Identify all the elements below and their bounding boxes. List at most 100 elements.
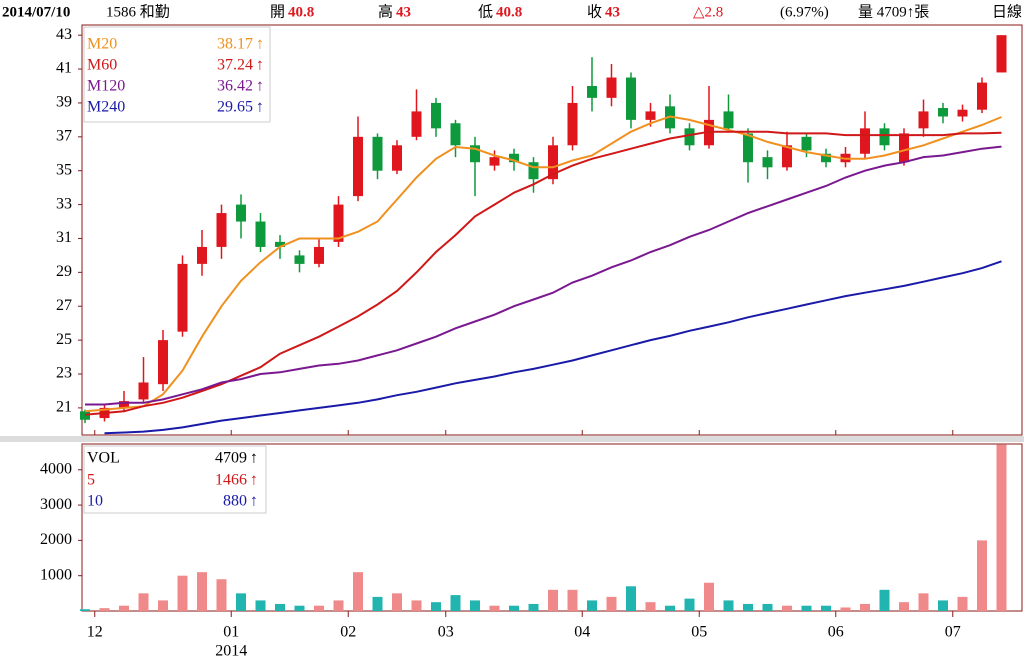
candle-body xyxy=(392,145,402,171)
volume-bar xyxy=(216,579,227,611)
y-tick-label: 25 xyxy=(56,331,72,348)
volume-bar xyxy=(353,572,363,611)
y-tick-label: 3000 xyxy=(40,496,72,513)
y-tick-label: 1000 xyxy=(40,566,72,583)
candle-body xyxy=(411,111,422,137)
volume-bar xyxy=(489,605,500,611)
candle-body xyxy=(606,77,617,98)
volume-bar xyxy=(470,600,480,611)
field-label: 高 xyxy=(378,3,393,20)
candle-body xyxy=(996,35,1007,73)
change-pct: (6.97%) xyxy=(780,4,829,20)
legend-value: 37.24 xyxy=(217,57,253,74)
candle-body xyxy=(567,102,578,146)
x-tick-label: 12 xyxy=(87,624,103,641)
candle-body xyxy=(762,157,773,168)
volume-bar xyxy=(431,602,441,611)
candle-body xyxy=(645,111,656,120)
field-label: 低 xyxy=(478,3,493,20)
candle-body xyxy=(723,111,734,129)
legend-value: 1466 xyxy=(215,472,247,489)
candle-body xyxy=(918,111,929,129)
legend-trend: ↑ xyxy=(256,99,264,116)
volume-bar xyxy=(294,605,305,611)
candle-body xyxy=(899,133,909,163)
volume-bar xyxy=(158,600,168,611)
volume-bar xyxy=(723,600,734,611)
y-tick-label: 27 xyxy=(56,297,72,314)
x-tick-label: 03 xyxy=(438,624,454,641)
legend-name: M20 xyxy=(87,36,117,53)
ma-line xyxy=(84,115,1002,413)
x-tick-label: 07 xyxy=(945,624,961,641)
candle-body xyxy=(372,136,383,171)
volume-bar xyxy=(411,600,422,611)
volume-bar xyxy=(860,603,870,611)
period: 日線 xyxy=(992,3,1022,20)
volume-bar xyxy=(879,589,890,611)
field-label: 收 xyxy=(587,3,602,20)
date: 2014/07/10 xyxy=(2,4,70,20)
y-tick-label: 35 xyxy=(56,161,72,178)
volume-bar xyxy=(333,600,344,611)
candle-body xyxy=(431,102,441,129)
volume-bar xyxy=(899,602,909,611)
legend-name: M240 xyxy=(87,99,125,116)
legend-value: 29.65 xyxy=(217,99,253,116)
volume-bar xyxy=(119,605,129,611)
legend-name: M60 xyxy=(87,57,117,74)
candle-body xyxy=(353,136,363,197)
ma-line xyxy=(104,260,1002,435)
field-label: 開 xyxy=(270,4,285,20)
volume-bar xyxy=(918,593,929,611)
y-tick-label: 29 xyxy=(56,263,72,280)
legend-name: M120 xyxy=(87,78,125,95)
y-tick-label: 2000 xyxy=(40,531,72,548)
legend-value: 4709 xyxy=(215,450,247,467)
volume-bar xyxy=(177,575,188,611)
volume-bar xyxy=(645,602,656,611)
candle-body xyxy=(294,255,305,264)
candle-body xyxy=(801,136,812,151)
candle-body xyxy=(879,128,890,146)
legend-trend: ↑ xyxy=(256,78,264,95)
y-tick-label: 33 xyxy=(56,195,72,212)
volume-bar xyxy=(665,605,675,611)
candle-body xyxy=(177,263,188,332)
volume-bar xyxy=(255,600,266,611)
volume-bar xyxy=(977,540,987,611)
volume-bar xyxy=(138,593,149,611)
volume-bar xyxy=(938,600,948,611)
volume-bar xyxy=(801,605,812,611)
volume-bar xyxy=(450,595,461,611)
x-tick-label: 06 xyxy=(828,624,844,641)
volume: 量 4709↑張 xyxy=(858,4,929,20)
volume-bar xyxy=(606,596,617,611)
legend-trend: ↑ xyxy=(250,450,258,467)
volume-bar xyxy=(626,586,636,611)
candle-body xyxy=(587,85,597,98)
y-tick-label: 41 xyxy=(56,60,72,77)
candle-body xyxy=(119,401,129,408)
legend-trend: ↑ xyxy=(250,472,258,489)
x-tick-label: 04 xyxy=(574,624,590,641)
y-tick-label: 31 xyxy=(56,229,72,246)
legend-name: 10 xyxy=(87,493,103,510)
candle-body xyxy=(333,204,344,242)
candle-body xyxy=(509,153,519,163)
candle-body xyxy=(255,221,266,247)
volume-bar xyxy=(392,593,402,611)
x-tick-label: 02 xyxy=(340,624,356,641)
candle-body xyxy=(470,145,480,163)
legend-trend: ↑ xyxy=(250,493,258,510)
volume-bar xyxy=(587,600,597,611)
panel-separator xyxy=(0,436,1024,442)
field-value: 40.8 xyxy=(288,4,314,20)
volume-bar xyxy=(548,589,558,611)
volume-bar xyxy=(372,596,383,611)
candle-body xyxy=(528,162,539,180)
candle-body xyxy=(977,82,987,110)
candle-body xyxy=(626,77,636,120)
candle-body xyxy=(275,241,285,247)
